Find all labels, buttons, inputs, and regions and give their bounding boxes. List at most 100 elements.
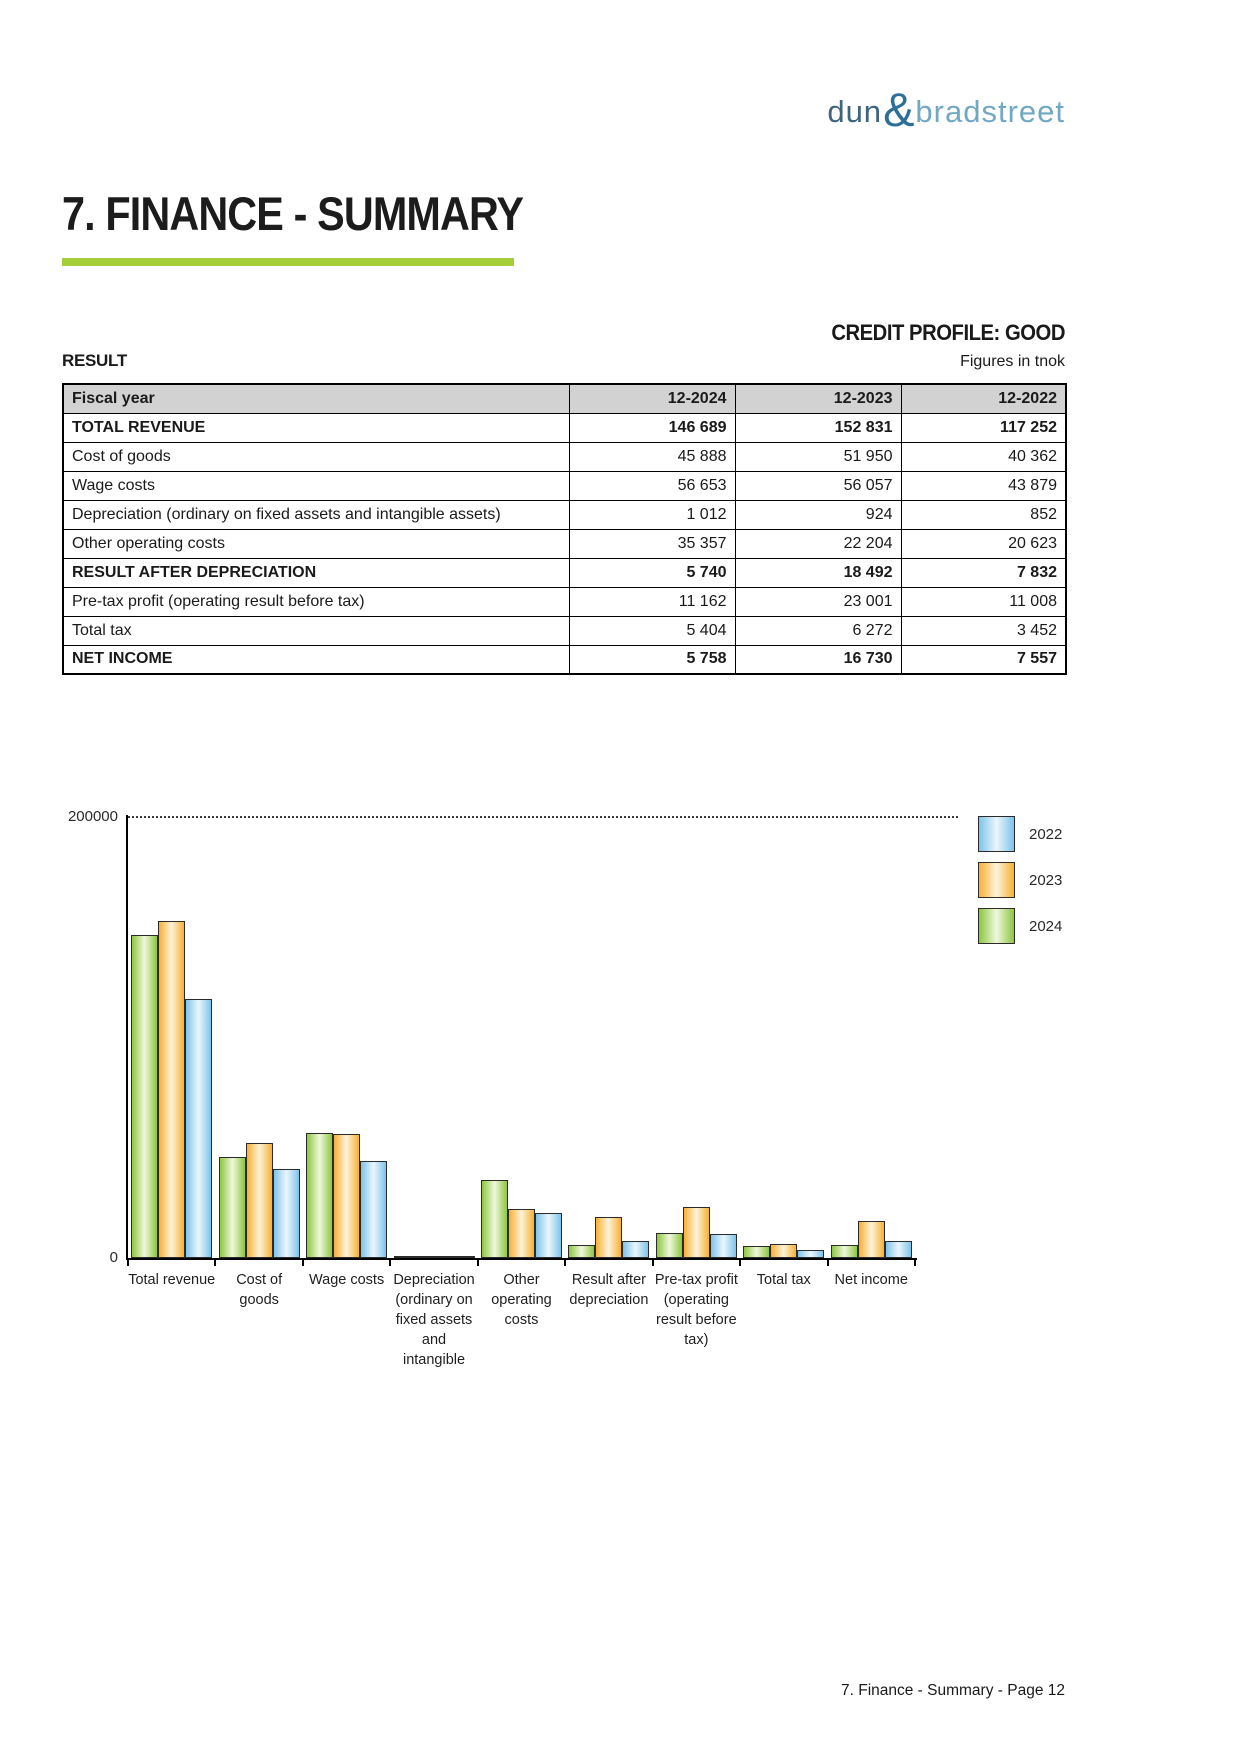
column-header: Fiscal year [62,383,570,414]
axis-tick [739,1260,742,1266]
legend-swatch-2022 [978,816,1015,852]
category-label: Total revenue [128,1270,215,1370]
bar-2022 [360,1161,388,1258]
page-title: 7. FINANCE - SUMMARY [62,187,524,240]
row-value: 6 272 [734,615,902,646]
bar-group [478,817,565,1258]
row-value: 22 204 [734,528,902,559]
bar-2024 [743,1246,771,1258]
row-value: 152 831 [734,412,902,443]
category-label-line: operating [491,1292,552,1308]
page-footer: 7. Finance - Summary - Page 12 [841,1682,1065,1699]
category-label-line: Cost of goods [236,1272,283,1308]
column-header: 12-2023 [734,383,902,414]
row-label: Other operating costs [62,528,570,559]
category-label: Wage costs [303,1270,390,1370]
axis-tick [127,1260,129,1266]
row-value: 16 730 [734,644,902,675]
bar-group [128,817,215,1258]
title-underline [62,258,514,266]
row-value: 23 001 [734,586,902,617]
credit-profile-heading: CREDIT PROFILE: GOOD [831,320,1065,345]
column-header: 12-2024 [568,383,736,414]
table-row: Total tax 5 404 6 272 3 452 [62,615,1067,646]
chart-ticks [127,1260,916,1267]
chart-bars [128,817,915,1258]
category-label-line: tax) [684,1332,709,1348]
figures-note: Figures in tnok [960,353,1065,370]
row-label: RESULT AFTER DEPRECIATION [62,557,570,588]
category-label: Other operating costs [478,1270,565,1370]
category-label-line: Pre-tax profit [654,1272,738,1288]
bar-2022 [185,999,213,1258]
category-label-line: (ordinary on [395,1292,473,1308]
category-label: Pre-tax profit (operating result before tax… [653,1270,740,1370]
bar-group [390,817,477,1258]
y-axis-tick-zero: 0 [109,1249,118,1266]
dnb-logo: dun & bradstreet [827,78,1065,136]
category-label-line: Result after [571,1272,646,1288]
bar-group [828,817,915,1258]
finance-chart: 200000 0 Total revenue Cost of goods Wage … [0,800,1241,1420]
bar-2024 [480,1180,508,1258]
row-label: Total tax [62,615,570,646]
column-header: 12-2022 [900,383,1067,414]
axis-tick [826,1260,829,1266]
axis-tick [389,1260,392,1266]
bar-2023 [158,921,186,1258]
row-value: 7 557 [900,644,1067,675]
legend-item: 2022 [978,816,1062,852]
row-value: 20 623 [900,528,1067,559]
category-label: Cost of goods [215,1270,302,1370]
row-value: 35 357 [568,528,736,559]
bar-2023 [682,1207,710,1258]
bar-2022 [884,1241,912,1258]
bar-2023 [245,1143,273,1258]
row-value: 40 362 [900,441,1067,472]
table-row: Depreciation (ordinary on fixed assets a… [62,499,1067,530]
logo-text-bradstreet: bradstreet [915,94,1065,129]
row-value: 51 950 [734,441,902,472]
axis-tick [214,1260,217,1266]
bar-2024 [830,1245,858,1258]
bar-2022 [797,1250,825,1258]
y-axis-line [126,815,128,1260]
row-value: 924 [734,499,902,530]
axis-tick [301,1260,304,1266]
result-table-body: TOTAL REVENUE 146 689 152 831 117 252 Cost o… [62,412,1067,675]
gridline-200000 [128,816,958,818]
category-label: Net income [828,1270,915,1370]
bar-2023 [507,1209,535,1258]
chart-xlabels: Total revenue Cost of goods Wage costs Depr… [128,1270,915,1370]
row-value: 1 012 [568,499,736,530]
bar-2022 [709,1234,737,1258]
row-value: 5 404 [568,615,736,646]
category-label-line: and intangible [402,1332,466,1368]
category-label-line: fixed assets [395,1312,473,1328]
row-label: Depreciation (ordinary on fixed assets a… [62,499,570,530]
table-row: Wage costs 56 653 56 057 43 879 [62,470,1067,501]
bar-2023 [770,1244,798,1258]
bar-2024 [655,1233,683,1258]
table-meta-line: RESULT Figures in tnok [62,351,1065,371]
legend-label: 2024 [1029,917,1063,935]
table-row: Cost of goods 45 888 51 950 40 362 [62,441,1067,472]
bar-2024 [131,935,159,1258]
y-axis-tick-max: 200000 [67,808,118,825]
bar-2024 [218,1157,246,1258]
row-value: 18 492 [734,557,902,588]
ampersand-icon: & [883,83,915,136]
row-value: 45 888 [568,441,736,472]
table-row: TOTAL REVENUE 146 689 152 831 117 252 [62,412,1067,443]
legend-swatch-2023 [978,862,1015,898]
bar-2024 [306,1133,334,1258]
row-label: Cost of goods [62,441,570,472]
legend-label: 2022 [1029,825,1063,843]
category-label-line: depreciation [569,1292,649,1308]
category-label-line: Total revenue [128,1272,216,1288]
row-value: 852 [900,499,1067,530]
bar-2022 [534,1213,562,1258]
result-table: Fiscal year 12-2024 12-2023 12-2022 TOTAL R… [62,383,1067,675]
bar-group [653,817,740,1258]
row-label: Wage costs [62,470,570,501]
